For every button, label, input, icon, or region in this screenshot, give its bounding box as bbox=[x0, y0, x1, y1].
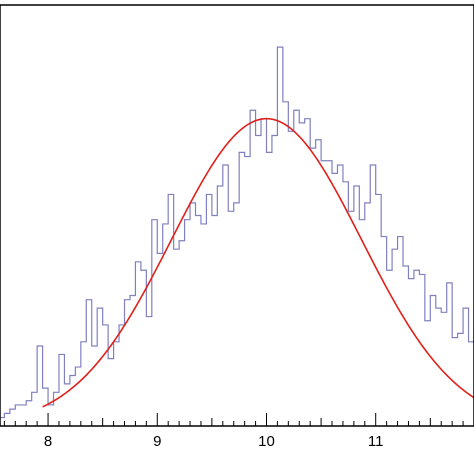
x-tick-label-10: 10 bbox=[258, 433, 275, 450]
plot-frame bbox=[0, 4, 474, 427]
gaussian-fit-curve bbox=[42, 117, 474, 408]
histogram-series bbox=[0, 46, 474, 419]
x-axis-tick-labels: 8 9 10 11 bbox=[44, 433, 384, 450]
x-tick-label-9: 9 bbox=[153, 433, 161, 450]
x-axis-ticks bbox=[3, 413, 474, 426]
x-tick-label-8: 8 bbox=[44, 433, 52, 450]
x-tick-label-11: 11 bbox=[368, 433, 384, 450]
